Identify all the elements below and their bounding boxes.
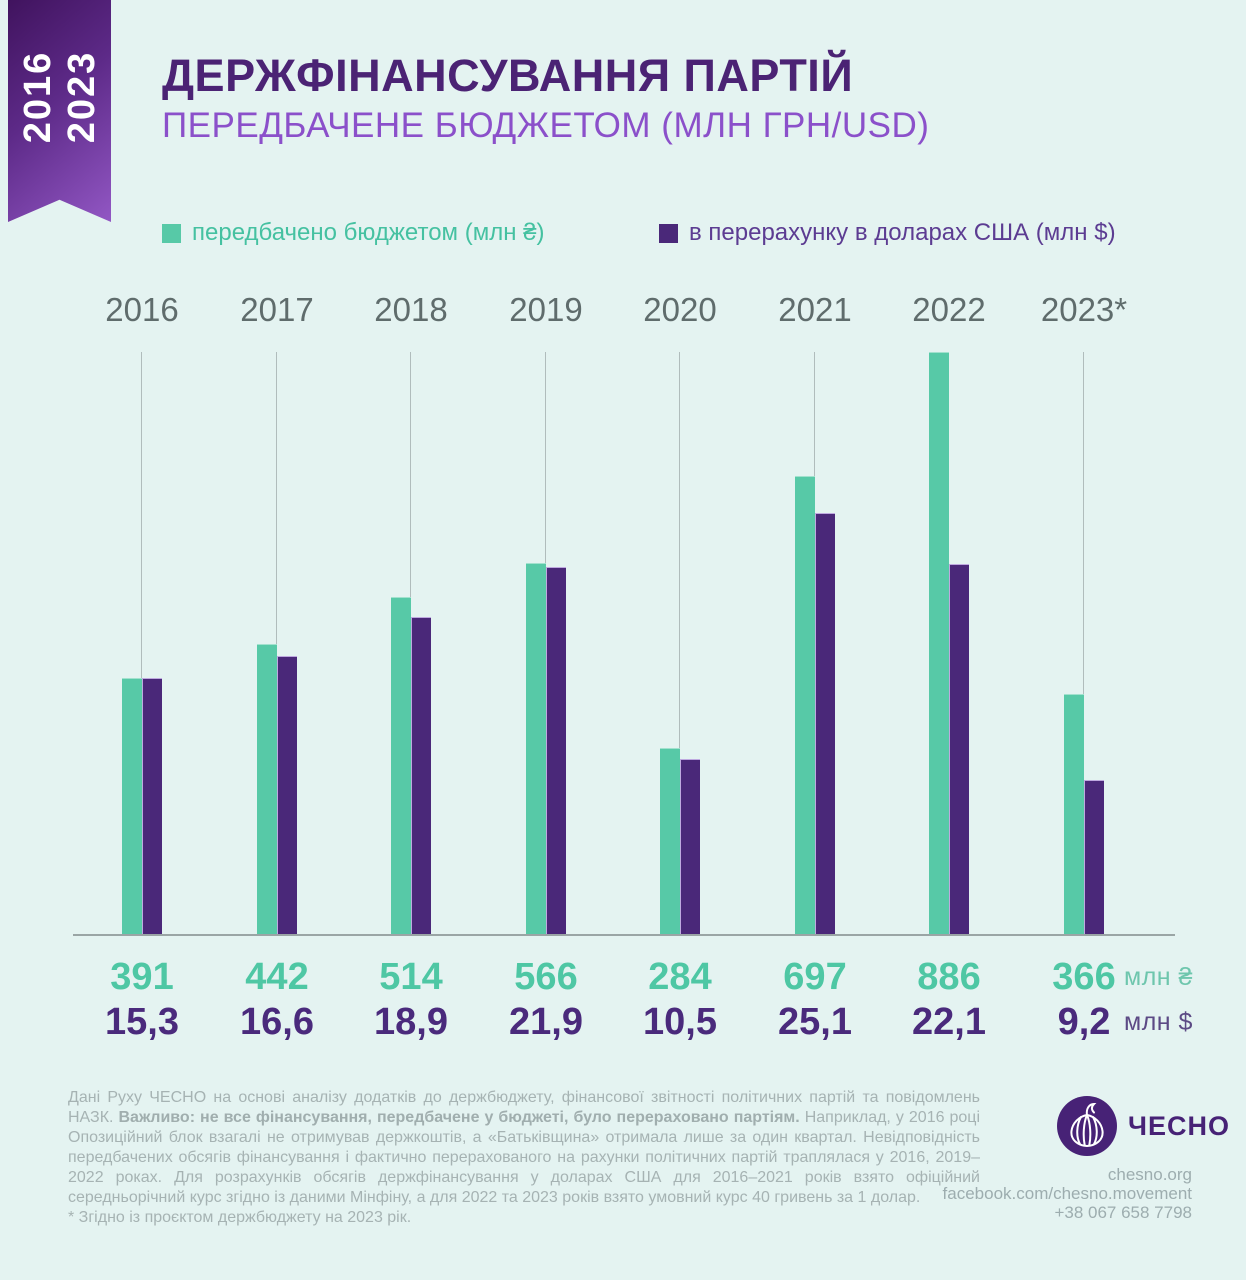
gridline: [141, 352, 142, 935]
chesno-logo: [1057, 1096, 1197, 1156]
year-range-ribbon: 2016 2023: [8, 0, 111, 222]
value-uah: 566: [514, 956, 578, 998]
value-usd: 10,5: [643, 1001, 717, 1043]
value-uah: 886: [917, 956, 981, 998]
bar-uah: [660, 748, 680, 936]
value-usd: 25,1: [778, 1001, 852, 1043]
value-usd: 21,9: [509, 1001, 583, 1043]
website-link: chesno.org: [1107, 1165, 1192, 1184]
year-label: 2022: [912, 291, 986, 328]
unit-label-uah: млн ₴: [1124, 963, 1193, 991]
phone-number: +38 067 658 7798: [1054, 1203, 1192, 1222]
bar-uah: [122, 677, 142, 936]
year-label: 2016: [105, 291, 179, 328]
bar-usd: [1084, 780, 1104, 936]
value-uah: 514: [379, 956, 443, 998]
ribbon-years: 2016 2023: [16, 51, 104, 144]
page-title: ДЕРЖФІНАНСУВАННЯ ПАРТІЙ: [162, 50, 854, 101]
ribbon-year-from: 2016: [16, 50, 59, 144]
footer-note-bold: Важливо: не все фінансування, передбачен…: [118, 1109, 800, 1126]
year-label: 2023*: [1040, 291, 1128, 328]
garlic-icon: [1057, 1096, 1117, 1156]
value-uah: 697: [783, 956, 847, 998]
value-usd: 16,6: [240, 1001, 314, 1043]
bar-usd: [949, 563, 969, 936]
x-axis-line: [73, 934, 1175, 936]
legend-swatch-uah: [162, 223, 181, 243]
bar-usd: [680, 758, 700, 936]
legend-item-uah: передбачено бюджетом (млн ₴): [162, 219, 544, 247]
legend-item-usd: в перерахунку в доларах США (млн $): [659, 219, 1116, 247]
value-uah: 391: [110, 956, 174, 998]
bar-usd: [411, 617, 431, 936]
bar-uah: [1064, 694, 1084, 936]
footer-note: Дані Руху ЧЕСНО на основі аналізу додатк…: [68, 1088, 980, 1208]
year-label: 2018: [374, 291, 448, 328]
unit-label-usd: млн $: [1124, 1008, 1193, 1036]
legend-swatch-usd: [659, 223, 678, 243]
bar-uah: [526, 562, 546, 936]
legend-label-usd: в перерахунку в доларах США (млн $): [689, 219, 1116, 246]
bar-usd: [277, 656, 297, 936]
value-uah: 284: [648, 956, 712, 998]
value-usd: 18,9: [374, 1001, 448, 1043]
footer-note-part1: Дані Руху ЧЕСНО на основі аналізу додатк…: [68, 1089, 980, 1126]
year-label: 2017: [240, 291, 314, 328]
facebook-link: facebook.com/chesno.movement: [942, 1184, 1192, 1203]
legend-label-uah: передбачено бюджетом (млн ₴): [192, 219, 545, 246]
gridline: [679, 352, 680, 935]
value-usd: 9,2: [1057, 1001, 1111, 1043]
year-label: 2019: [509, 291, 583, 328]
page-subtitle: ПЕРЕДБАЧЕНЕ БЮДЖЕТОМ (МЛН ГРН/USD): [162, 106, 930, 145]
contact-info: chesno.org facebook.com/chesno.movement …: [942, 1165, 1192, 1223]
brand-name: ЧЕСНО: [1128, 1111, 1230, 1141]
footer-footnote: * Згідно із проєктом держбюджету на 2023…: [68, 1209, 412, 1226]
bar-usd: [815, 513, 835, 936]
bar-uah: [929, 352, 949, 936]
bar-usd: [546, 567, 566, 936]
year-label: 2020: [643, 291, 717, 328]
bar-uah: [257, 644, 277, 936]
value-uah: 442: [245, 956, 309, 998]
gridline: [276, 352, 277, 935]
value-usd: 22,1: [912, 1001, 986, 1043]
value-usd: 15,3: [105, 1001, 179, 1043]
gridline: [1083, 352, 1084, 935]
bar-usd: [142, 677, 162, 936]
bar-uah: [391, 596, 411, 936]
footer-note-part2: Наприклад, у 2016 році Опозиційний блок …: [68, 1109, 981, 1206]
ribbon-year-to: 2023: [60, 50, 103, 144]
year-label: 2021: [778, 291, 852, 328]
value-uah: 366: [1052, 956, 1116, 998]
bar-uah: [795, 476, 815, 936]
